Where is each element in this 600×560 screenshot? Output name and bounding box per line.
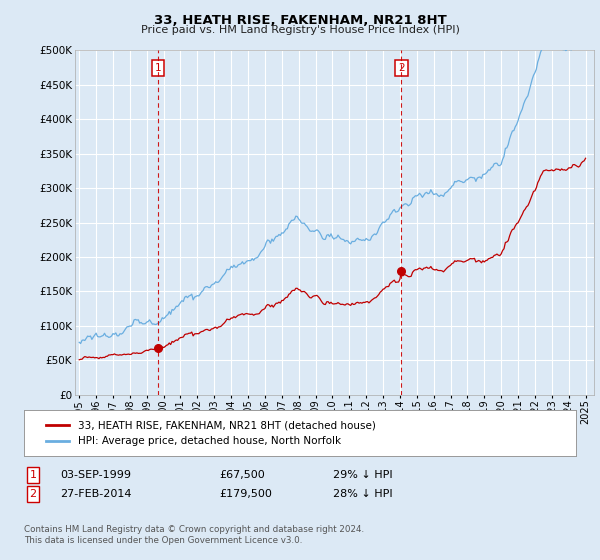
Legend: 33, HEATH RISE, FAKENHAM, NR21 8HT (detached house), HPI: Average price, detache: 33, HEATH RISE, FAKENHAM, NR21 8HT (deta…: [40, 414, 382, 452]
Text: Contains HM Land Registry data © Crown copyright and database right 2024.: Contains HM Land Registry data © Crown c…: [24, 525, 364, 534]
Text: This data is licensed under the Open Government Licence v3.0.: This data is licensed under the Open Gov…: [24, 536, 302, 545]
Text: 1: 1: [29, 470, 37, 480]
Text: 03-SEP-1999: 03-SEP-1999: [60, 470, 131, 480]
Text: 2: 2: [29, 489, 37, 499]
Text: 29% ↓ HPI: 29% ↓ HPI: [333, 470, 392, 480]
Text: 33, HEATH RISE, FAKENHAM, NR21 8HT: 33, HEATH RISE, FAKENHAM, NR21 8HT: [154, 14, 446, 27]
Text: 27-FEB-2014: 27-FEB-2014: [60, 489, 131, 499]
Text: 1: 1: [155, 63, 161, 73]
Text: 28% ↓ HPI: 28% ↓ HPI: [333, 489, 392, 499]
Text: 2: 2: [398, 63, 404, 73]
Text: £67,500: £67,500: [219, 470, 265, 480]
Text: Price paid vs. HM Land Registry's House Price Index (HPI): Price paid vs. HM Land Registry's House …: [140, 25, 460, 35]
Text: £179,500: £179,500: [219, 489, 272, 499]
